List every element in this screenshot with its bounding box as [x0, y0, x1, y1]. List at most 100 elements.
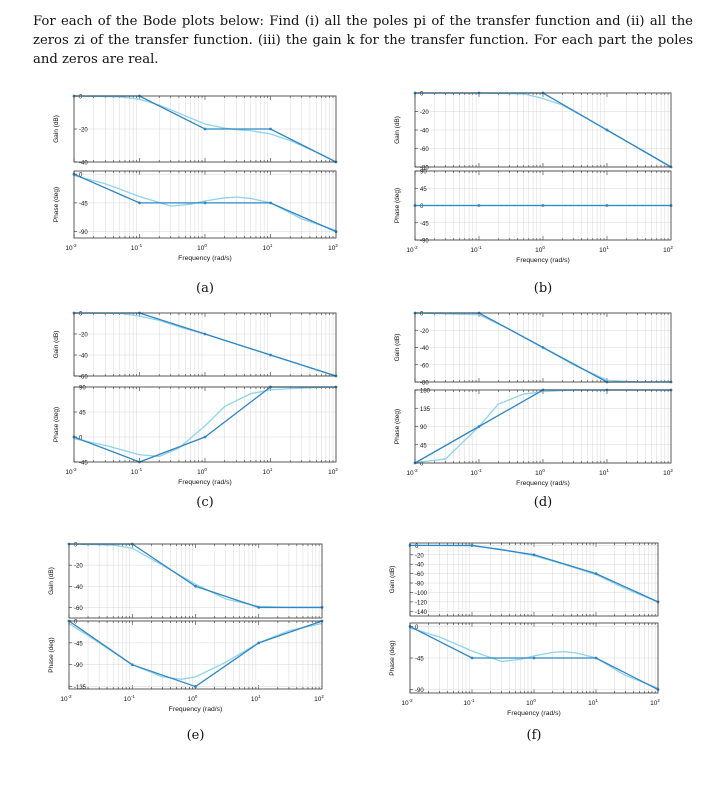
- plot-area: [69, 621, 322, 689]
- y-tick-label: -80: [415, 582, 424, 588]
- plot-area: [74, 313, 336, 376]
- asymptote-point: [203, 127, 207, 131]
- y-tick-label: -90: [74, 663, 83, 669]
- x-tick-exponent: 0: [542, 468, 545, 473]
- plot-frame: [73, 170, 337, 239]
- y-tick-label: 0: [79, 173, 83, 179]
- y-tick-label: 90: [420, 170, 427, 176]
- x-tick-exponent: -2: [414, 245, 418, 250]
- asymptote-point: [257, 606, 261, 609]
- x-tick-exponent: 1: [258, 694, 261, 699]
- x-tick-label: 100: [535, 245, 545, 254]
- y-tick-label: 0: [420, 204, 424, 210]
- x-tick-label: 10-2: [406, 468, 418, 477]
- x-tick-label: 10-1: [463, 698, 475, 707]
- x-tick-label: 101: [588, 698, 598, 707]
- y-tick-label: -60: [420, 147, 429, 153]
- x-tick-label: 102: [328, 243, 338, 252]
- y-tick-label: -20: [420, 110, 429, 116]
- y-tick-label: -45: [79, 201, 88, 207]
- gain-ylabel: Gain (dB): [53, 331, 60, 359]
- y-tick-label: -40: [420, 346, 429, 352]
- y-tick-label: 90: [79, 386, 86, 392]
- y-tick-label: -45: [415, 657, 424, 663]
- gain-ylabel: Gain (dB): [389, 566, 396, 594]
- x-tick-exponent: 1: [270, 467, 273, 472]
- x-tick-label: 102: [314, 694, 324, 703]
- x-tick-label: 10-1: [470, 245, 482, 254]
- y-tick-label: 0: [420, 92, 424, 98]
- phase-ylabel: Phase (deg): [53, 407, 60, 442]
- x-tick-label: 10-2: [406, 245, 418, 254]
- x-tick-label: 102: [663, 468, 673, 477]
- plot-frame: [68, 543, 323, 619]
- x-tick-label: 101: [251, 694, 261, 703]
- phase-ylabel: Phase (deg): [389, 640, 396, 675]
- figure-caption: (a): [196, 281, 214, 296]
- asymptote-point: [194, 685, 197, 688]
- y-tick-label: -60: [420, 363, 429, 369]
- asymptote-point: [203, 201, 207, 205]
- x-tick-exponent: 2: [321, 694, 324, 699]
- y-tick-label: 0: [420, 312, 424, 318]
- gain-ylabel: Gain (dB): [394, 116, 401, 144]
- asymptote-point: [532, 656, 536, 660]
- x-axis-label: Frequency (rad/s): [169, 706, 223, 713]
- asymptote-point: [194, 584, 197, 588]
- asymptote-point: [605, 128, 609, 132]
- plot-frame: [409, 622, 659, 694]
- asymptote-point: [269, 353, 272, 357]
- exact-response-line: [73, 386, 337, 458]
- y-tick-label: -20: [74, 564, 83, 570]
- x-tick-exponent: -1: [478, 245, 482, 250]
- y-tick-label: -60: [74, 606, 83, 612]
- x-tick-exponent: 2: [670, 245, 673, 250]
- asymptote-point: [470, 543, 474, 547]
- x-tick-label: 100: [197, 467, 207, 476]
- x-tick-exponent: 1: [606, 468, 609, 473]
- y-tick-label: 0: [79, 436, 83, 442]
- x-tick-label: 102: [663, 245, 673, 254]
- asymptote-point: [532, 553, 536, 557]
- x-tick-label: 101: [263, 467, 273, 476]
- asymptote-point: [203, 332, 207, 336]
- asymptote-point: [541, 204, 545, 207]
- asymptote-point: [605, 204, 609, 207]
- plot-area: [74, 387, 336, 462]
- y-tick-label: 0: [79, 312, 83, 318]
- y-tick-label: -40: [79, 354, 88, 360]
- y-tick-label: -20: [420, 329, 429, 335]
- x-axis-label: Frequency (rad/s): [507, 710, 561, 717]
- plot-frame: [68, 620, 323, 690]
- y-tick-label: -80: [420, 381, 429, 387]
- y-tick-label: 0: [420, 462, 424, 468]
- x-tick-label: 100: [188, 694, 198, 703]
- x-tick-label: 100: [526, 698, 536, 707]
- plot-frame: [414, 170, 672, 241]
- asymptote-point: [477, 204, 481, 207]
- y-tick-label: -90: [415, 688, 424, 694]
- plot-frame: [414, 92, 672, 168]
- exact-response-line: [73, 95, 337, 163]
- x-tick-label: 102: [328, 467, 338, 476]
- x-tick-exponent: -2: [73, 467, 77, 472]
- phase-ylabel: Phase (deg): [48, 637, 55, 672]
- asymptote-point: [269, 201, 272, 205]
- figure-caption: (f): [527, 728, 542, 743]
- phase-ylabel: Phase (deg): [394, 409, 401, 444]
- x-tick-exponent: 1: [606, 245, 609, 250]
- x-axis-label: Frequency (rad/s): [516, 257, 570, 264]
- y-tick-label: -45: [74, 641, 83, 647]
- x-tick-label: 10-2: [65, 467, 77, 476]
- x-tick-label: 101: [263, 243, 273, 252]
- figure-caption: (d): [534, 495, 552, 510]
- y-tick-label: 0: [74, 543, 78, 549]
- x-tick-label: 100: [197, 243, 207, 252]
- x-tick-label: 10-1: [124, 694, 136, 703]
